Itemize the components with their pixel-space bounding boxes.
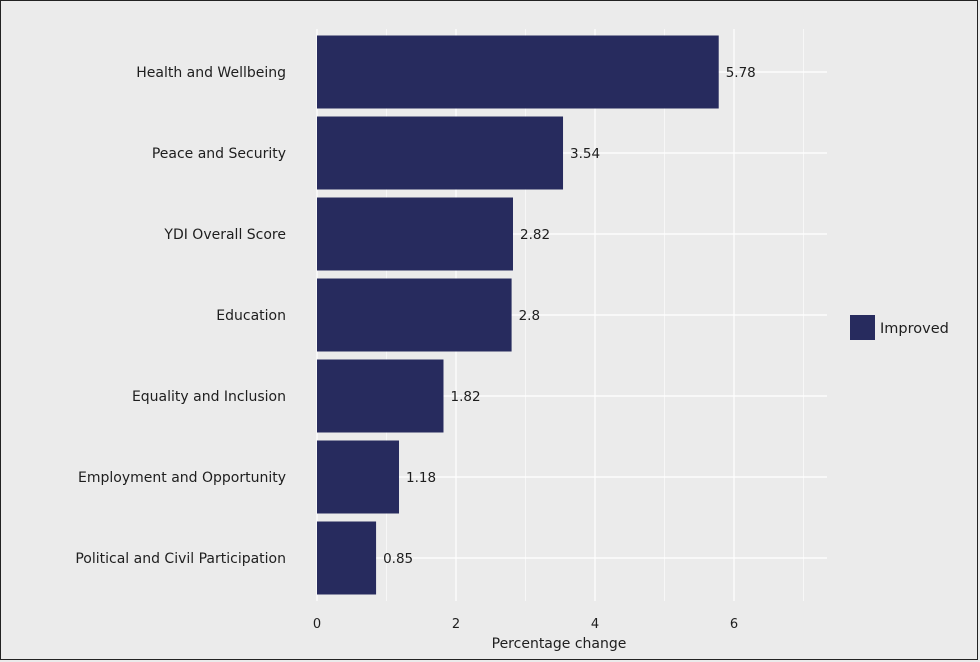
bar — [317, 359, 444, 433]
bars — [317, 35, 719, 595]
bar — [317, 278, 512, 352]
x-tick-label: 4 — [591, 617, 599, 632]
bar-value-label: 1.82 — [450, 389, 480, 405]
x-axis-title: Percentage change — [492, 636, 627, 652]
x-tick-label: 6 — [730, 617, 738, 632]
x-tick-label: 0 — [313, 617, 321, 632]
bar — [317, 35, 719, 109]
legend: Improved — [850, 315, 949, 340]
category-label: YDI Overall Score — [163, 227, 286, 243]
bar — [317, 116, 564, 190]
category-label: Employment and Opportunity — [78, 470, 286, 486]
legend-label-improved: Improved — [880, 321, 949, 337]
legend-swatch-improved — [850, 315, 875, 340]
category-label: Education — [216, 308, 286, 324]
bar-value-label: 0.85 — [383, 551, 413, 567]
x-tick-label: 2 — [452, 617, 460, 632]
bar-value-label: 3.54 — [570, 146, 600, 162]
category-label: Political and Civil Participation — [75, 551, 286, 567]
bar-value-label: 2.82 — [520, 227, 550, 243]
bar — [317, 197, 513, 271]
category-label: Equality and Inclusion — [132, 389, 286, 405]
category-label: Health and Wellbeing — [136, 65, 286, 81]
bar-value-label: 5.78 — [726, 65, 756, 81]
value-labels: 5.78 3.54 2.82 2.8 1.82 1.18 0.85 — [383, 65, 756, 567]
bar — [317, 440, 400, 514]
category-labels: Health and Wellbeing Peace and Security YD… — [75, 65, 286, 567]
category-label: Peace and Security — [152, 146, 286, 162]
bar-value-label: 1.18 — [406, 470, 436, 486]
x-tick-labels: 0 2 4 6 — [313, 617, 738, 632]
bar — [317, 521, 377, 595]
bar-value-label: 2.8 — [519, 308, 540, 324]
